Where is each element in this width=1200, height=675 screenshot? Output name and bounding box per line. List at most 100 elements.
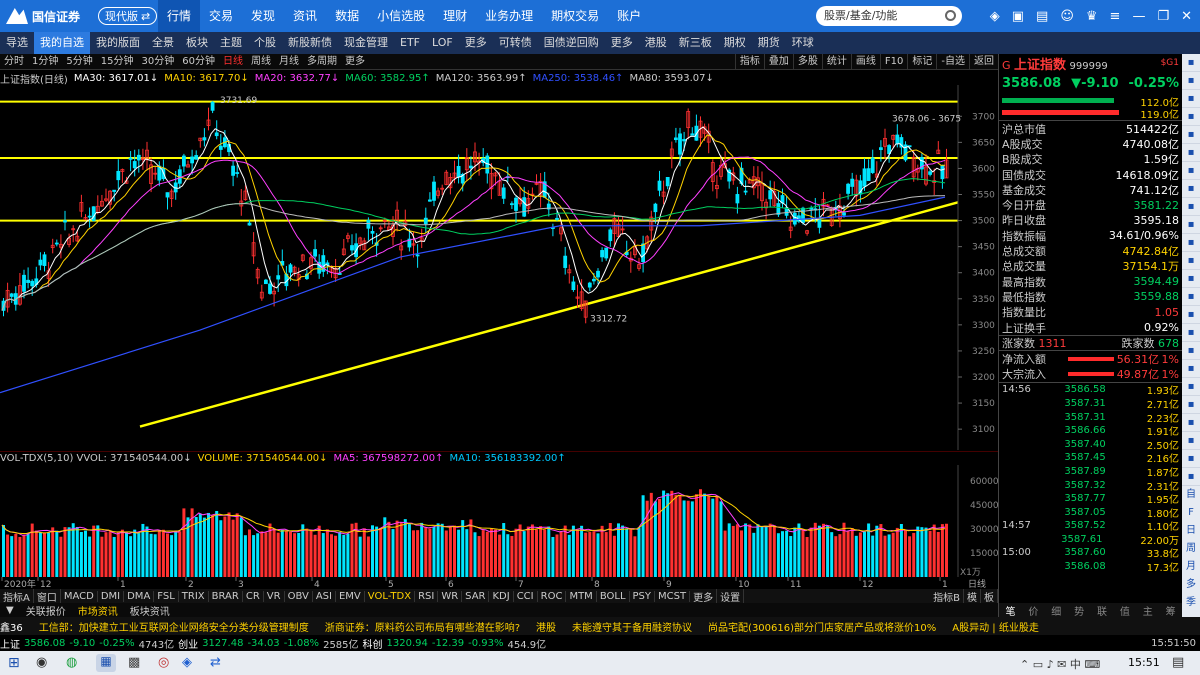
indicator-tab-7[interactable]: BRAR bbox=[209, 590, 243, 602]
side-tool-icon[interactable]: ▪ bbox=[1182, 288, 1200, 306]
side-tool-label[interactable]: F bbox=[1188, 507, 1194, 518]
indicator-tab-24[interactable]: 更多 bbox=[690, 589, 718, 603]
toolbar-item-3[interactable]: 全景 bbox=[152, 36, 174, 49]
panel-tab-1[interactable]: 价 bbox=[1028, 606, 1039, 618]
news-item[interactable]: 鑫36 bbox=[0, 622, 23, 634]
indicator-tab-25[interactable]: 设置 bbox=[717, 589, 745, 603]
side-tool-icon[interactable]: ▪ bbox=[1182, 324, 1200, 342]
indicator-tab-6[interactable]: TRIX bbox=[179, 590, 209, 602]
side-tool-label[interactable]: 月 bbox=[1186, 561, 1196, 572]
toolbar-item-13[interactable]: 国债逆回购 bbox=[543, 36, 599, 49]
indicator-tab-17[interactable]: KDJ bbox=[489, 590, 514, 602]
side-tool-label[interactable]: 多 bbox=[1186, 579, 1196, 590]
side-tool-icon[interactable]: ▪ bbox=[1182, 360, 1200, 378]
nav-item-8[interactable]: 期权交易 bbox=[551, 9, 600, 23]
nav-item-7[interactable]: 业务办理 bbox=[485, 9, 534, 23]
toolbar-item-6[interactable]: 个股 bbox=[254, 36, 276, 49]
side-tool-label[interactable]: 季 bbox=[1186, 597, 1196, 608]
chart-tool-6[interactable]: 标记 bbox=[907, 54, 936, 69]
period-tab-1[interactable]: 1分钟 bbox=[32, 55, 59, 67]
taskbar-app-icon[interactable]: ◉ bbox=[36, 655, 48, 670]
indicator-tab-8[interactable]: CR bbox=[243, 590, 264, 602]
toolbar-item-7[interactable]: 新股新债 bbox=[288, 36, 332, 49]
indicator-tab-1[interactable]: 窗口 bbox=[34, 589, 61, 603]
side-tool-icon[interactable]: ▪ bbox=[1182, 432, 1200, 450]
side-tool-icon[interactable]: ▪ bbox=[1182, 468, 1200, 486]
indicator-tab-18[interactable]: CCI bbox=[514, 590, 538, 602]
side-tool-icon[interactable]: ▪ bbox=[1182, 234, 1200, 252]
news-item[interactable]: 尚品宅配(300616)部分门店家居产品或将涨价10% bbox=[708, 622, 937, 634]
restore-icon[interactable]: ❐ bbox=[1157, 8, 1170, 24]
news-item[interactable]: 未能遵守其于备用融资协议 bbox=[572, 622, 693, 634]
trend-line[interactable] bbox=[139, 201, 959, 428]
panel-tab-0[interactable]: 笔 bbox=[1005, 606, 1016, 618]
side-tool-icon[interactable]: ▪ bbox=[1182, 180, 1200, 198]
indicator-tab-3[interactable]: DMI bbox=[98, 590, 125, 602]
period-tab-2[interactable]: 5分钟 bbox=[66, 55, 93, 67]
chart-tool-7[interactable]: -自选 bbox=[936, 54, 969, 69]
toolbar-item-9[interactable]: ETF bbox=[400, 36, 420, 49]
side-tool-label[interactable]: 自 bbox=[1186, 489, 1196, 500]
panel-tab-5[interactable]: 值 bbox=[1119, 606, 1130, 618]
notification-icon[interactable]: ▤ bbox=[1172, 655, 1185, 670]
indicator-tab-11[interactable]: ASI bbox=[313, 590, 336, 602]
nav-item-4[interactable]: 数据 bbox=[335, 9, 360, 23]
volume-chart[interactable]: 60000 45000 30000 15000 X1万 bbox=[0, 465, 998, 577]
chart-tool-3[interactable]: 统计 bbox=[821, 54, 851, 69]
period-tab-6[interactable]: 日线 bbox=[222, 55, 243, 67]
indicator-right-tab-2[interactable]: 板 bbox=[981, 589, 998, 603]
chart-tool-2[interactable]: 多股 bbox=[792, 54, 822, 69]
news-item[interactable]: 浙商证券：原料药公司布局有哪些潜在影响? bbox=[324, 622, 521, 634]
toolbar-item-5[interactable]: 主题 bbox=[220, 36, 242, 49]
toolbar-item-1[interactable]: 我的自选 bbox=[34, 32, 90, 54]
nav-item-2[interactable]: 发现 bbox=[251, 9, 276, 23]
trading-app-icon[interactable]: ▦ bbox=[96, 654, 116, 672]
side-tool-icon[interactable]: ▪ bbox=[1182, 108, 1200, 126]
news-item[interactable]: A股异动 | 纸业股走 bbox=[952, 622, 1039, 634]
side-tool-icon[interactable]: ▪ bbox=[1182, 216, 1200, 234]
toolbar-item-10[interactable]: LOF bbox=[432, 36, 453, 49]
user-icon[interactable]: ☺ bbox=[1060, 8, 1074, 24]
taskbar-app4-icon[interactable]: ◈ bbox=[182, 655, 192, 670]
indicator-tab-4[interactable]: DMA bbox=[124, 590, 155, 602]
indicator-tab-12[interactable]: EMV bbox=[336, 590, 365, 602]
toolbar-item-17[interactable]: 期权 bbox=[723, 36, 746, 49]
period-tab-9[interactable]: 多周期 bbox=[306, 55, 337, 67]
toolbar-item-11[interactable]: 更多 bbox=[464, 36, 487, 49]
indicator-tab-2[interactable]: MACD bbox=[61, 590, 98, 602]
side-tool-icon[interactable]: ▪ bbox=[1182, 198, 1200, 216]
message-icon[interactable]: ▤ bbox=[1036, 8, 1049, 24]
side-tool-label[interactable]: 周 bbox=[1186, 543, 1196, 554]
indicator-tab-0[interactable]: 指标A bbox=[0, 589, 34, 603]
toolbar-item-19[interactable]: 环球 bbox=[791, 36, 814, 49]
panel-tab-3[interactable]: 势 bbox=[1074, 606, 1085, 618]
indicator-tab-21[interactable]: BOLL bbox=[597, 590, 630, 602]
side-tool-icon[interactable]: ▪ bbox=[1182, 162, 1200, 180]
panel-tab-4[interactable]: 联 bbox=[1096, 606, 1107, 618]
side-tool-label[interactable]: 日 bbox=[1186, 525, 1196, 536]
indicator-tab-22[interactable]: PSY bbox=[630, 590, 656, 602]
side-tool-icon[interactable]: ▪ bbox=[1182, 270, 1200, 288]
indicator-right-tab-1[interactable]: 模 bbox=[964, 589, 981, 603]
toolbar-item-18[interactable]: 期货 bbox=[757, 36, 780, 49]
kline-chart[interactable]: 3700 3650 3600 3550 3500 3450 3400 3350 3300 3250… bbox=[0, 85, 998, 450]
side-tool-icon[interactable]: ▪ bbox=[1182, 252, 1200, 270]
indicator-tab-13[interactable]: VOL-TDX bbox=[365, 590, 416, 602]
indicator-right-tab-0[interactable]: 指标B bbox=[930, 589, 964, 603]
browser-icon[interactable]: ◍ bbox=[66, 655, 78, 670]
layers-icon[interactable]: ◈ bbox=[989, 8, 1000, 24]
panel-tab-6[interactable]: 主 bbox=[1142, 606, 1153, 618]
subtabs-arrow-icon[interactable]: ▼ bbox=[6, 604, 14, 616]
nav-item-9[interactable]: 账户 bbox=[617, 9, 642, 23]
chart-tool-0[interactable]: 指标 bbox=[734, 54, 764, 69]
minimize-icon[interactable]: — bbox=[1132, 8, 1146, 24]
close-icon[interactable]: ✕ bbox=[1181, 8, 1192, 24]
tray-icons[interactable]: ⌃ ▭ ♪ ✉ 中 ⌨ bbox=[1020, 658, 1101, 671]
toolbar-item-4[interactable]: 板块 bbox=[186, 36, 208, 49]
indicator-tab-5[interactable]: FSL bbox=[154, 590, 179, 602]
tick-list[interactable]: 14:56 3586.58 1.93亿 3587.31 2.71亿 3587.31 2.23… bbox=[999, 382, 1182, 574]
news-item[interactable]: 工信部：加快建立工业互联网企业网络安全分类分级管理制度 bbox=[38, 622, 309, 634]
side-tool-icon[interactable]: ▪ bbox=[1182, 342, 1200, 360]
period-tab-10[interactable]: 更多 bbox=[344, 55, 365, 67]
panel-tab-7[interactable]: 筹 bbox=[1165, 606, 1176, 618]
